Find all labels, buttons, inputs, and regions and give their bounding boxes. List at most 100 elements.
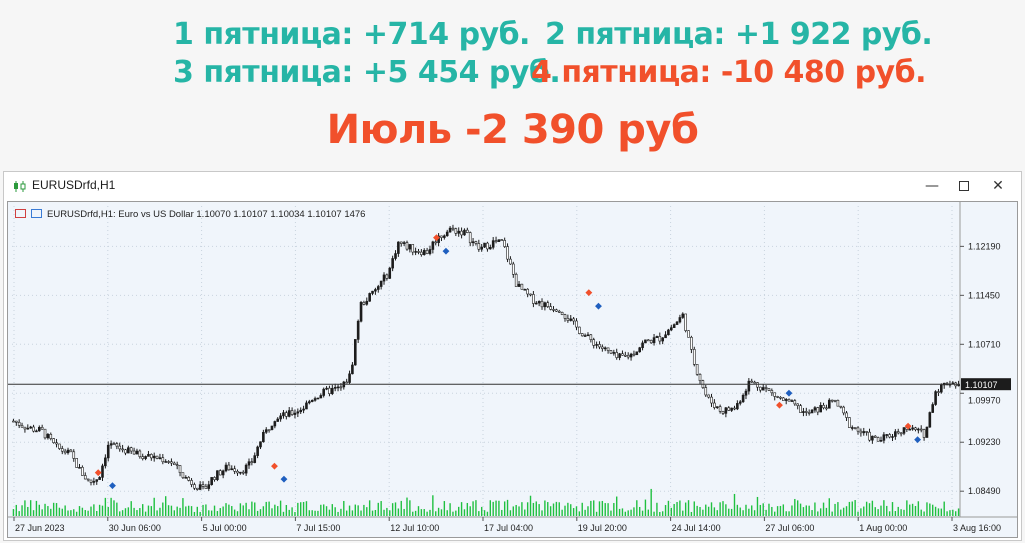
candle-body	[463, 229, 466, 236]
chart-canvas[interactable]: ◆◆◆◆◆◆◆◆◆◆◆◆1.101071.121901.114501.10710…	[8, 202, 1017, 537]
candle-body	[448, 227, 452, 233]
window-titlebar[interactable]: EURUSDrfd,H1 — ✕	[4, 172, 1021, 200]
candle-body	[173, 462, 176, 465]
candle-body	[118, 445, 122, 450]
candle-body	[417, 251, 420, 253]
candle-body	[141, 456, 145, 459]
candle-body	[911, 427, 914, 430]
candle-body	[388, 267, 392, 279]
buy-marker: ◆	[281, 475, 288, 485]
candle-body	[813, 407, 817, 411]
candle-body	[879, 440, 883, 442]
minimize-icon: —	[925, 178, 939, 194]
candle-body	[457, 230, 461, 234]
close-button[interactable]: ✕	[983, 175, 1013, 197]
candle-body	[414, 251, 417, 253]
candle-body	[529, 293, 532, 296]
candle-body	[256, 446, 259, 456]
friday-2-value: +1 922 руб.	[734, 17, 933, 52]
candle-body	[842, 406, 845, 414]
candle-body	[241, 471, 245, 474]
candle-body	[526, 288, 529, 295]
candle-body	[155, 455, 159, 459]
candle-body	[115, 443, 119, 447]
candle-body	[845, 412, 848, 418]
candle-body	[827, 399, 831, 409]
candle-body	[175, 464, 179, 466]
candle-body	[356, 320, 360, 340]
candle-body	[480, 246, 483, 250]
candle-body	[78, 467, 81, 469]
x-tick-label: 27 Jun 2023	[15, 523, 65, 533]
candle-body	[922, 429, 926, 438]
candle-body	[285, 412, 288, 417]
candle-body	[319, 395, 323, 399]
candle-body	[75, 458, 78, 468]
candle-body	[664, 334, 667, 339]
candle-body	[15, 420, 18, 423]
candle-body	[537, 301, 541, 304]
candle-body	[764, 387, 768, 389]
candle-body	[98, 477, 101, 480]
candle-body	[81, 467, 84, 476]
candle-body	[555, 309, 558, 312]
candle-body	[170, 461, 173, 464]
candle-body	[753, 381, 756, 384]
chart-window[interactable]: EURUSDrfd,H1 — ✕ ◆ ◆ ◆ ◆ ◆ ◆ ◆ ◆ ◆ ◆ ◆ ◆ 1.10107 1.12…	[3, 171, 1022, 541]
candle-body	[520, 283, 524, 290]
symbol-info: EURUSDrfd,H1: Euro vs US Dollar 1.10070 …	[47, 209, 366, 220]
candle-body	[925, 426, 929, 438]
candle-body	[331, 388, 334, 394]
sell-marker: ◆	[776, 401, 783, 411]
maximize-icon	[959, 181, 969, 191]
chart-properties-icon	[31, 209, 42, 218]
sell-marker: ◆	[585, 288, 592, 298]
candle-body	[52, 438, 55, 443]
candle-body	[871, 435, 874, 441]
candle-body	[853, 427, 857, 429]
candle-body	[503, 240, 506, 247]
candle-body	[72, 451, 76, 459]
candle-body	[127, 447, 130, 454]
candle-body	[718, 406, 722, 412]
candle-body	[509, 258, 512, 265]
candle-body	[221, 470, 225, 476]
candle-body	[865, 431, 868, 433]
candle-body	[658, 336, 662, 342]
maximize-button[interactable]	[949, 175, 979, 197]
minimize-button[interactable]: —	[917, 175, 947, 197]
candle-body	[104, 457, 107, 467]
candle-body	[891, 436, 894, 438]
candle-body	[546, 302, 550, 307]
candle-body	[540, 301, 544, 308]
candle-body	[224, 464, 228, 472]
y-tick-label: 1.11450	[968, 290, 1000, 300]
candle-body	[374, 289, 377, 292]
candle-body	[894, 431, 897, 437]
candle-body	[896, 431, 900, 434]
candle-body	[483, 242, 486, 248]
candle-body	[190, 480, 193, 485]
candle-body	[112, 443, 116, 445]
candle-body	[937, 391, 940, 393]
candle-body	[931, 404, 935, 413]
x-tick-label: 17 Jul 04:00	[484, 523, 533, 533]
candle-body	[692, 349, 696, 365]
candle-body	[799, 405, 802, 413]
price-chart[interactable]: ◆ ◆ ◆ ◆ ◆ ◆ ◆ ◆ ◆ ◆ ◆ ◆ 1.10107 1.12190 1.11450 1.10710…	[7, 201, 1018, 538]
current-price-tag	[961, 378, 1011, 391]
candle-body	[822, 405, 825, 409]
candle-body	[549, 306, 552, 310]
chart-info-line: EURUSDrfd,H1: Euro vs US Dollar 1.10070 …	[15, 209, 365, 220]
candle-body	[741, 394, 745, 403]
candle-body	[250, 461, 254, 463]
candle-body	[236, 470, 239, 474]
candle-body	[761, 387, 765, 391]
candle-body	[402, 242, 406, 244]
candle-body	[560, 311, 564, 315]
candle-body	[805, 411, 808, 413]
candle-body	[109, 443, 113, 446]
candle-body	[405, 242, 409, 250]
candle-body	[486, 242, 489, 250]
candle-body	[40, 427, 44, 430]
